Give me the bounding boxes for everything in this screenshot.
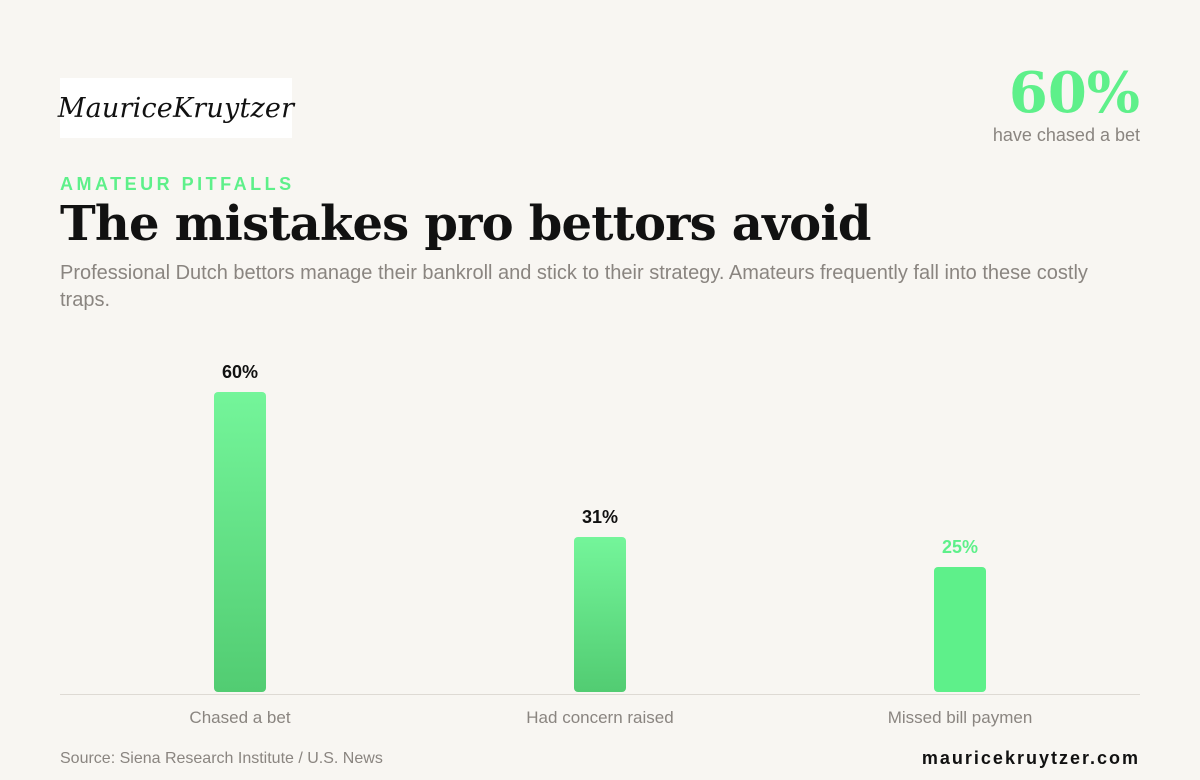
category-label-1: Had concern raised <box>526 708 673 727</box>
page-title: The mistakes pro bettors avoid <box>60 196 871 252</box>
brand-logo: MauriceKruytzer <box>57 78 295 138</box>
bar-value-label-2: 25% <box>942 537 978 557</box>
highlight-label: have chased a bet <box>992 124 1140 145</box>
highlight-stat: 60% have chased a bet <box>993 64 1140 146</box>
page-subtitle: Professional Dutch bettors manage their … <box>60 262 1088 311</box>
source-note: Source: Siena Research Institute / U.S. … <box>60 750 383 767</box>
bar-value-label-1: 31% <box>582 507 618 527</box>
bar-value-label-0: 60% <box>222 362 258 382</box>
bar-0 <box>214 392 266 692</box>
category-label-0: Chased a bet <box>189 708 290 727</box>
eyebrow-label: AMATEUR PITFALLS <box>60 174 295 194</box>
bar-1 <box>574 537 626 692</box>
logo-text: MauriceKruytzer <box>57 92 295 124</box>
bar-2 <box>934 567 986 692</box>
category-label-2: Missed bill paymen <box>888 708 1033 727</box>
highlight-value: 60% <box>1008 60 1140 126</box>
website-link[interactable]: mauricekruytzer.com <box>921 748 1140 768</box>
